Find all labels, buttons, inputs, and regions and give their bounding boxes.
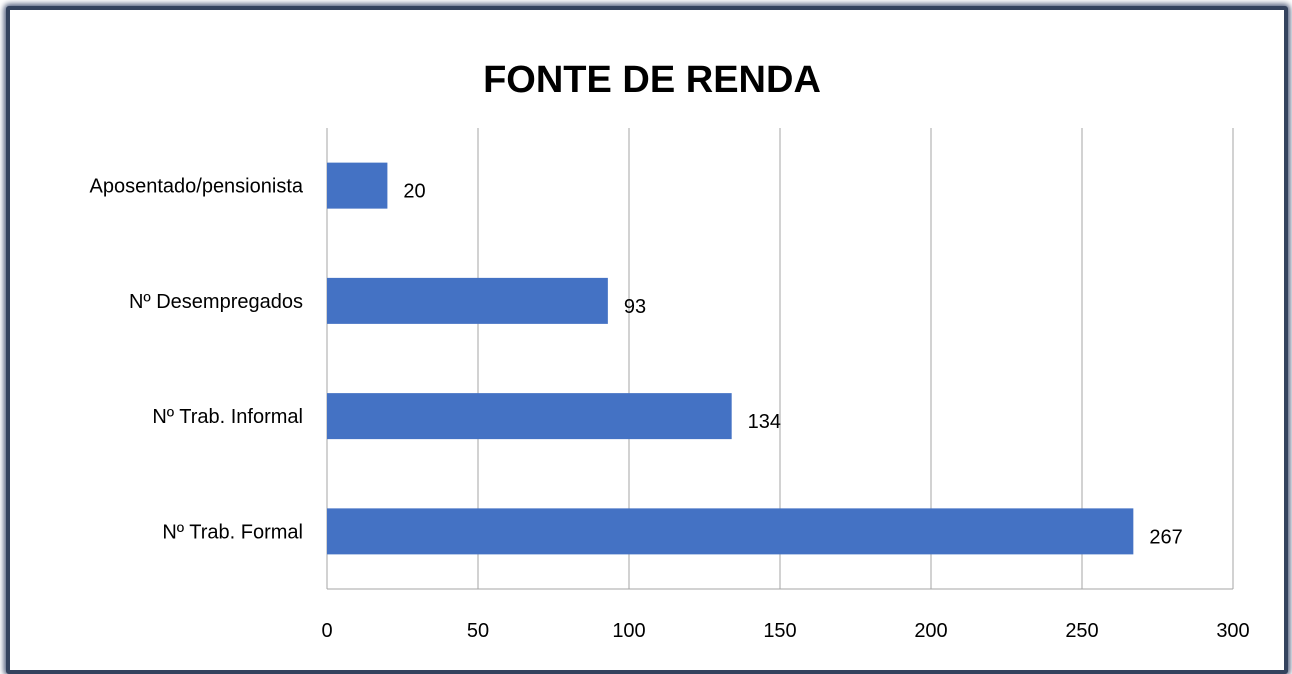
bar xyxy=(327,277,608,324)
x-tick-label: 0 xyxy=(321,620,332,642)
x-tick-label: 200 xyxy=(914,620,947,642)
chart-title: FONTE DE RENDA xyxy=(483,59,821,101)
value-label: 20 xyxy=(403,181,425,203)
page: {"chart_data": {"type": "bar", "orientat… xyxy=(6,6,1288,674)
x-tick-label: 150 xyxy=(763,620,796,642)
x-tick-label: 100 xyxy=(612,620,645,642)
x-tick-label: 250 xyxy=(1065,620,1098,642)
x-tick-label: 50 xyxy=(467,620,489,642)
value-label: 93 xyxy=(624,296,646,318)
y-tick-label: Nº Trab. Formal xyxy=(162,521,303,543)
value-label: 267 xyxy=(1149,526,1182,548)
chart: FONTE DE RENDA 0 50 100 150 200 250 300 Aposent… xyxy=(90,59,1250,642)
y-tick-label: Aposentado/pensionista xyxy=(90,176,304,198)
x-tick-label: 300 xyxy=(1216,620,1249,642)
value-label: 134 xyxy=(748,411,781,433)
y-tick-label: Nº Trab. Informal xyxy=(152,406,303,428)
bar xyxy=(327,162,388,209)
chart-frame xyxy=(6,6,1288,674)
y-tick-label: Nº Desempregados xyxy=(129,291,303,313)
bar xyxy=(327,393,732,440)
bar xyxy=(327,508,1134,555)
